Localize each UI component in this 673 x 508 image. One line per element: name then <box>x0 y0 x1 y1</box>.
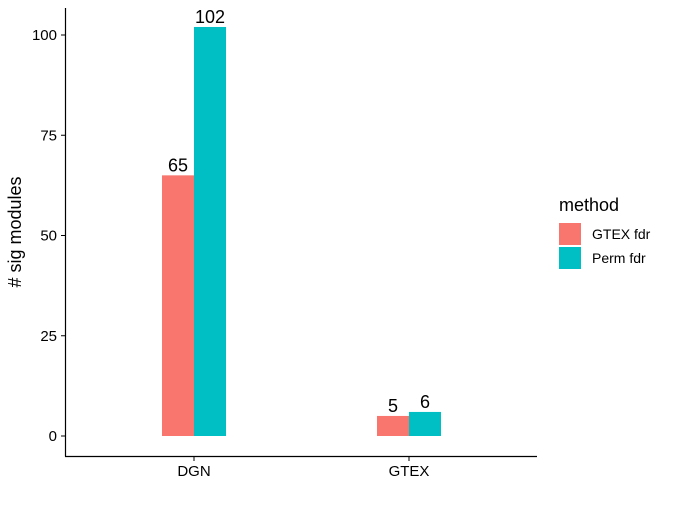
bar <box>409 411 441 436</box>
x-tick-label: DGN <box>177 463 210 480</box>
legend: method GTEX fdr Perm fdr <box>559 195 651 269</box>
x-tick-label: GTEX <box>389 463 430 480</box>
bar-data-label: 6 <box>420 392 430 412</box>
y-tick-label: 0 <box>49 428 57 445</box>
y-axis: 0 25 50 75 100 <box>32 8 67 457</box>
bar <box>162 175 194 436</box>
bar <box>377 415 409 436</box>
y-tick-label: 100 <box>32 27 57 44</box>
legend-title: method <box>559 195 619 215</box>
legend-label: GTEX fdr <box>592 226 651 242</box>
legend-key <box>559 247 581 269</box>
plot-area: 65 102 5 6 <box>162 7 441 436</box>
x-axis: DGN GTEX <box>65 455 537 480</box>
bar-data-label: 102 <box>195 7 225 27</box>
y-axis-label: # sig modules <box>5 176 25 287</box>
y-tick-label: 50 <box>40 228 57 245</box>
bar <box>194 26 226 436</box>
bar-data-label: 65 <box>168 155 188 175</box>
legend-key <box>559 223 581 245</box>
y-tick-label: 25 <box>40 328 57 345</box>
y-tick-label: 75 <box>40 127 57 144</box>
bar-data-label: 5 <box>388 396 398 416</box>
legend-label: Perm fdr <box>592 250 646 266</box>
